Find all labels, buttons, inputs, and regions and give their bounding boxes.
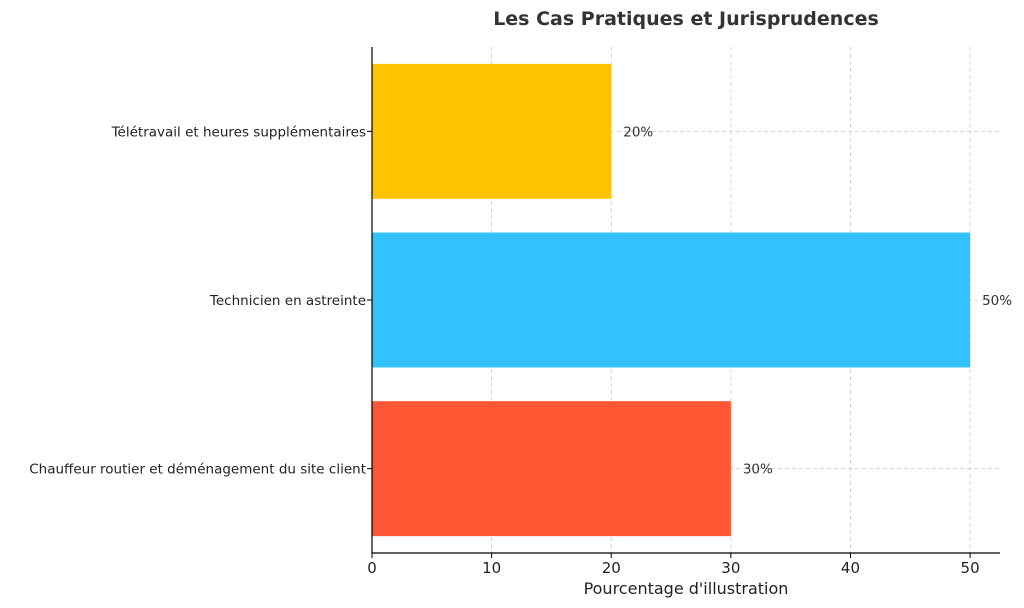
bar — [372, 232, 971, 368]
category-label: Technicien en astreinte — [209, 293, 366, 309]
x-tick-label: 30 — [721, 559, 740, 577]
x-tick-label: 40 — [841, 559, 860, 577]
bar — [372, 63, 612, 199]
label-layer: 0 10 20 30 40 50 Chauffeur routier et déménage… — [29, 124, 1012, 577]
x-tick-label: 0 — [367, 559, 377, 577]
x-tick-label: 20 — [602, 559, 621, 577]
bar — [372, 401, 731, 537]
bar-value-label: 30% — [743, 462, 773, 478]
category-label: Chauffeur routier et déménagement du sit… — [29, 462, 366, 478]
x-tick-label: 50 — [961, 559, 980, 577]
bar-layer — [372, 63, 971, 537]
x-tick-label: 10 — [482, 559, 501, 577]
axis-layer — [367, 47, 1000, 558]
bar-value-label: 50% — [982, 293, 1012, 309]
x-axis-title: Pourcentage d'illustration — [584, 579, 789, 598]
category-label: Télétravail et heures supplémentaires — [111, 124, 366, 140]
chart-title: Les Cas Pratiques et Jurisprudences — [493, 8, 879, 30]
bar-value-label: 20% — [623, 124, 653, 140]
